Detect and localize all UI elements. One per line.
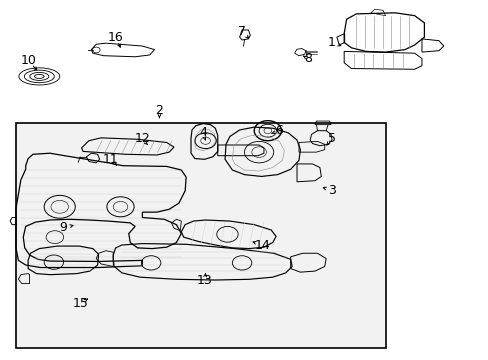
Text: 13: 13 — [196, 274, 212, 287]
Text: 2: 2 — [155, 104, 163, 117]
Text: 7: 7 — [238, 25, 245, 38]
Text: 5: 5 — [327, 132, 335, 145]
Text: 1: 1 — [327, 36, 335, 49]
Text: 8: 8 — [303, 52, 311, 65]
Text: 12: 12 — [134, 132, 150, 145]
Text: 10: 10 — [20, 54, 36, 67]
Text: 4: 4 — [199, 126, 207, 139]
Text: 3: 3 — [327, 184, 335, 197]
Text: 15: 15 — [73, 297, 88, 310]
Text: 6: 6 — [275, 124, 283, 137]
Text: 16: 16 — [107, 31, 123, 44]
Bar — [16, 123, 385, 348]
Text: 14: 14 — [254, 239, 270, 252]
Text: 11: 11 — [102, 153, 119, 166]
Text: 9: 9 — [60, 221, 67, 234]
